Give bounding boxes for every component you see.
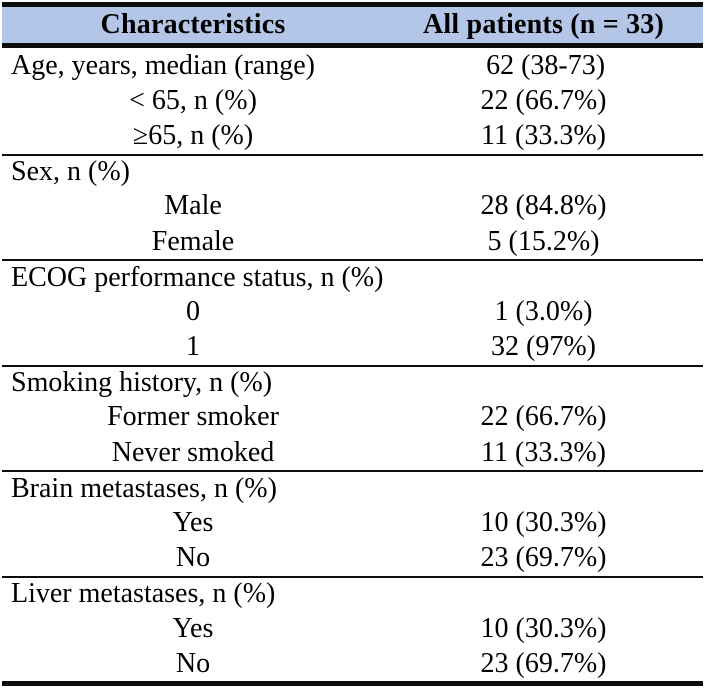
table-row-smoking-former: Former smoker 22 (66.7%) [2,399,703,436]
row-value: 5 (15.2%) [487,225,600,257]
table-row-liver-yes: Yes 10 (30.3%) [2,611,703,647]
row-value: 62 (38-73) [486,49,606,81]
row-label: No [175,542,211,574]
table-row-sex-female: Female 5 (15.2%) [2,223,703,260]
row-value: 32 (97%) [491,331,596,363]
row-value: 22 (66.7%) [480,84,607,116]
row-label: Female [151,225,235,257]
row-label: Yes [172,507,214,539]
row-value [388,156,703,189]
table-row-brain-metastases: Brain metastases, n (%) [2,470,703,506]
row-value: 1 (3.0%) [494,295,593,327]
row-value: 22 (66.7%) [480,401,607,433]
table-row-sex: Sex, n (%) [2,153,703,189]
row-value: 10 (30.3%) [480,507,607,539]
table-row-smoking-never: Never smoked 11 (33.3%) [2,435,703,471]
row-label: ≥65, n (%) [132,119,254,151]
row-label: 0 [186,295,201,327]
row-label: Liver metastases, n (%) [11,578,276,610]
row-label: Sex, n (%) [11,156,130,188]
row-label: 1 [186,331,201,363]
row-value: 23 (69.7%) [480,542,607,574]
table-row-smoking: Smoking history, n (%) [2,364,703,400]
row-label: Brain metastases, n (%) [11,472,277,504]
row-label: Never smoked [111,436,275,468]
table-header-row: Characteristics All patients (n = 33) [2,7,703,48]
table-row-brain-no: No 23 (69.7%) [2,540,703,576]
table-row-liver-no: No 23 (69.7%) [2,646,703,682]
table-row-age-ge65: ≥65, n (%) 11 (33.3%) [2,118,703,154]
table-row-brain-yes: Yes 10 (30.3%) [2,505,703,541]
row-value [388,578,703,611]
table-row-age: Age, years, median (range) 62 (38-73) [2,48,703,84]
row-value: 11 (33.3%) [481,436,606,468]
row-label: Male [164,190,222,222]
row-label: ECOG performance status, n (%) [11,261,384,293]
row-value: 11 (33.3%) [481,119,606,151]
row-label: Age, years, median (range) [11,49,315,81]
column-header-characteristics: Characteristics [100,9,286,40]
row-value: 23 (69.7%) [480,647,607,679]
table-row-liver-metastases: Liver metastases, n (%) [2,575,703,611]
table-row-ecog-1: 1 32 (97%) [2,329,703,365]
row-label: Former smoker [107,401,279,433]
table-row-ecog-0: 0 1 (3.0%) [2,294,703,330]
row-label: Smoking history, n (%) [11,367,273,399]
row-value [388,261,703,294]
row-label: No [175,647,211,679]
row-value: 28 (84.8%) [480,190,607,222]
row-label: < 65, n (%) [129,84,257,116]
table-row-sex-male: Male 28 (84.8%) [2,188,703,224]
row-value [388,367,703,400]
table-row-ecog: ECOG performance status, n (%) [2,259,703,295]
column-header-all-patients: All patients (n = 33) [422,9,665,40]
row-value: 10 (30.3%) [480,612,607,644]
row-value [388,472,703,505]
table-row-age-lt65: < 65, n (%) 22 (66.7%) [2,83,703,119]
row-label: Yes [172,612,214,644]
patient-characteristics-table: Characteristics All patients (n = 33) Ag… [2,2,703,687]
